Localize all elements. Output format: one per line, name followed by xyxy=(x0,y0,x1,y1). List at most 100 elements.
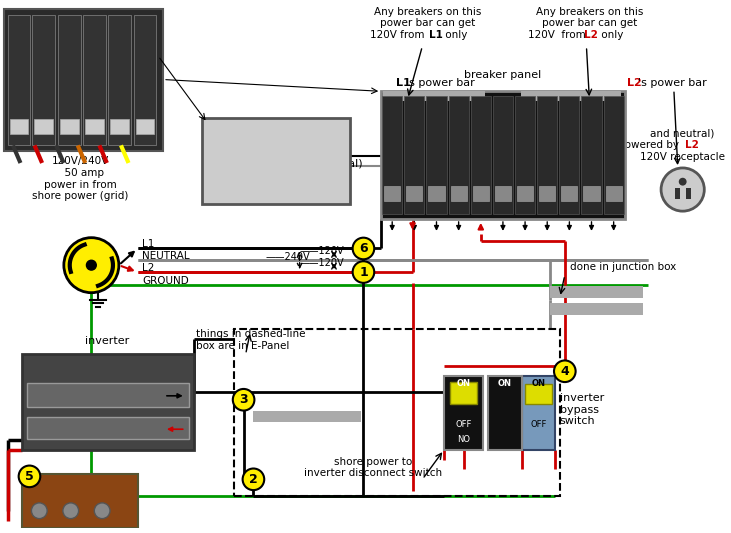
Text: 6: 6 xyxy=(359,242,368,255)
Bar xyxy=(8,15,31,146)
Bar xyxy=(450,185,467,201)
Bar xyxy=(561,185,577,201)
Text: inverter: inverter xyxy=(85,336,129,346)
Bar xyxy=(488,376,522,450)
Circle shape xyxy=(661,168,704,211)
Bar xyxy=(10,119,29,134)
Bar xyxy=(675,188,680,199)
Bar xyxy=(83,15,106,146)
Bar xyxy=(520,91,621,101)
Text: NEUTRAL: NEUTRAL xyxy=(143,251,190,261)
Bar xyxy=(134,15,156,146)
Bar xyxy=(581,96,602,214)
Circle shape xyxy=(64,238,119,293)
Bar xyxy=(517,185,533,201)
Bar xyxy=(60,119,78,134)
Text: (powered by: (powered by xyxy=(615,140,683,150)
Text: breaker panel: breaker panel xyxy=(464,70,542,79)
Text: and neutral): and neutral) xyxy=(289,159,363,169)
Text: done in junction box: done in junction box xyxy=(569,262,676,272)
Text: ON: ON xyxy=(457,379,471,388)
Text: 5: 5 xyxy=(25,470,34,483)
Bar xyxy=(383,91,485,101)
Bar xyxy=(381,91,625,219)
Circle shape xyxy=(352,261,374,283)
Bar xyxy=(473,185,489,201)
Bar xyxy=(471,96,491,214)
Text: 3: 3 xyxy=(239,393,248,406)
Text: ——120V: ——120V xyxy=(300,258,344,268)
Text: 120V  from: 120V from xyxy=(529,30,589,41)
Circle shape xyxy=(94,503,110,519)
Circle shape xyxy=(554,360,575,382)
Text: GROUND: GROUND xyxy=(143,276,189,286)
Circle shape xyxy=(86,260,96,270)
Text: by: by xyxy=(259,159,276,169)
Bar xyxy=(550,303,643,316)
Text: 4: 4 xyxy=(561,365,569,378)
Bar xyxy=(495,185,511,201)
Bar xyxy=(26,417,189,439)
Text: L2: L2 xyxy=(143,263,155,273)
Text: L1: L1 xyxy=(429,30,443,41)
Text: ON: ON xyxy=(498,379,512,388)
Bar xyxy=(58,15,80,146)
Text: shore power (grid): shore power (grid) xyxy=(32,191,129,201)
Text: 's power bar: 's power bar xyxy=(638,78,707,88)
Bar xyxy=(515,96,535,214)
Text: OFF: OFF xyxy=(455,420,471,429)
Text: 120V receptacle: 120V receptacle xyxy=(640,152,725,162)
Circle shape xyxy=(679,177,686,185)
Text: power bar can get: power bar can get xyxy=(542,19,637,28)
Circle shape xyxy=(243,469,264,490)
Text: 120V air cond-: 120V air cond- xyxy=(235,132,317,141)
Bar xyxy=(537,96,557,214)
Bar xyxy=(406,185,423,201)
Text: L2: L2 xyxy=(626,78,641,88)
Text: Any breakers on this: Any breakers on this xyxy=(536,7,643,17)
Text: things in dashed-line: things in dashed-line xyxy=(197,329,306,339)
Bar xyxy=(234,329,560,496)
Text: L2: L2 xyxy=(685,140,699,150)
Bar xyxy=(525,384,552,403)
Circle shape xyxy=(31,503,47,519)
Text: itioner (powered: itioner (powered xyxy=(230,145,322,155)
Text: 120V from: 120V from xyxy=(370,30,428,41)
Text: and neutral): and neutral) xyxy=(651,128,715,139)
Text: only: only xyxy=(598,30,624,41)
Bar xyxy=(108,15,131,146)
Bar xyxy=(559,96,580,214)
Bar xyxy=(539,185,556,201)
Circle shape xyxy=(352,238,374,259)
Bar xyxy=(450,382,477,403)
Bar xyxy=(22,474,137,528)
Text: 120V/240V: 120V/240V xyxy=(52,156,109,166)
Text: 2: 2 xyxy=(249,473,258,486)
Bar xyxy=(449,96,469,214)
Bar xyxy=(110,119,129,134)
Text: L1: L1 xyxy=(143,239,155,249)
Bar xyxy=(26,383,189,407)
Bar xyxy=(384,185,401,201)
Bar xyxy=(34,119,53,134)
Text: switch: switch xyxy=(560,416,596,426)
Bar xyxy=(4,9,163,151)
Text: L2: L2 xyxy=(585,30,599,41)
Bar xyxy=(605,185,622,201)
Bar xyxy=(426,96,447,214)
Bar xyxy=(583,185,599,201)
Bar xyxy=(604,96,624,214)
Text: 1: 1 xyxy=(359,265,368,279)
Bar xyxy=(428,185,444,201)
Text: power in from: power in from xyxy=(44,180,117,190)
Text: ——240V: ——240V xyxy=(265,252,310,262)
Bar xyxy=(32,15,55,146)
Text: Any breakers on this: Any breakers on this xyxy=(374,7,481,17)
Text: box are in E-Panel: box are in E-Panel xyxy=(197,341,289,351)
Text: only: only xyxy=(442,30,467,41)
Text: DC to AC: DC to AC xyxy=(77,388,128,398)
Bar xyxy=(382,96,402,214)
Bar xyxy=(135,119,154,134)
Circle shape xyxy=(19,465,40,487)
Bar xyxy=(254,410,361,422)
